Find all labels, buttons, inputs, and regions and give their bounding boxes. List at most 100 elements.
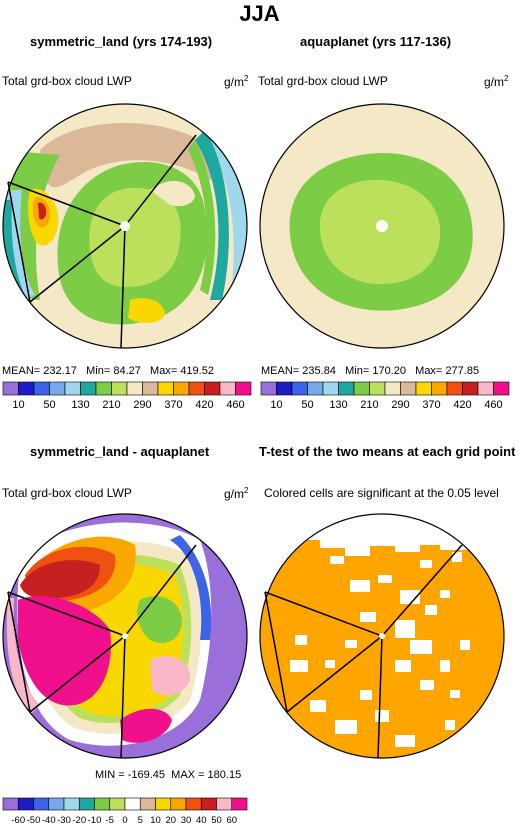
panel3-blue-edge (170, 535, 212, 640)
panel3-colorbar-tick: 30 (181, 815, 192, 825)
panel3-units: g/m2 (224, 486, 249, 501)
panel1-colorbar-box (126, 381, 143, 396)
panel3-colorbar-tick: 40 (196, 815, 207, 825)
panel2-title: aquaplanet (yrs 117-136) (300, 34, 452, 49)
panel2-colorbar-box (477, 381, 494, 396)
panel2-colorbar-tick: 370 (422, 399, 440, 411)
panel2-colorbar-box (291, 381, 308, 396)
panel2-colorbar-tick: 290 (391, 399, 409, 411)
panel1-colorbar-box (2, 381, 19, 396)
panel1-colorbar-tick: 130 (71, 399, 89, 411)
panel2-colorbar-tick: 130 (329, 399, 347, 411)
panel1-colorbar-box (49, 381, 66, 396)
panel1-colorbar-box (111, 381, 128, 396)
panel2-units: g/m2 (484, 74, 509, 89)
panel2-min-label: Min= (345, 365, 370, 377)
panel1-bottom-yellow (128, 298, 165, 323)
panel2-colorbar-box (369, 381, 386, 396)
panel3-colorbar-box (231, 797, 248, 811)
panel1-colorbar: 10 50 130 210 290 370 420 460 (2, 381, 252, 411)
panel3-colorbar-tick: -30 (57, 815, 71, 825)
panel3-colorbar: -60 -50 -40 -30 -20 -10 -5 0 5 10 20 30 40 50 60 (2, 797, 248, 825)
panel3-border (2, 513, 248, 759)
panel1-colorbar-box (173, 381, 190, 396)
panel2-colorbar-box (431, 381, 448, 396)
panel2-colorbar-box (322, 381, 339, 396)
panel3-title: symmetric_land - aquaplanet (30, 444, 210, 459)
panel2-colorbar-box (462, 381, 479, 396)
panel3-colorbar-box (200, 797, 217, 811)
panel2-colorbar-box (384, 381, 401, 396)
panel1-colorbar-box (64, 381, 81, 396)
panel1-min: 84.27 (113, 365, 141, 377)
panel3-colorbar-tick: 20 (165, 815, 176, 825)
panel2-colorbar-tick: 460 (484, 399, 502, 411)
panel2-max-label: Max= (415, 365, 443, 377)
panel3-magenta-region (18, 596, 111, 706)
panel3-pink-edge (6, 598, 40, 715)
panel1-colorbar-box (142, 381, 159, 396)
panel1-colorbar-tick: 420 (195, 399, 213, 411)
panel1-colorbar-box (18, 381, 35, 396)
panel2-colorbar-box (307, 381, 324, 396)
panel3-pole (122, 633, 128, 639)
panel2-lightgreen-core (319, 179, 441, 285)
panel3-colorbar-box (63, 797, 80, 811)
panel1-tan-band (40, 123, 216, 188)
panel2-mean-label: MEAN= (261, 365, 300, 377)
panel3-colorbar-box (94, 797, 111, 811)
panel3-green-right (137, 596, 182, 644)
panel2-colorbar-tick: 10 (270, 399, 282, 411)
panel1-colorbar-tick: 290 (133, 399, 151, 411)
panel3-colorbar-tick: 60 (226, 815, 237, 825)
panel1-colorbar-tick: 50 (43, 399, 55, 411)
panel3-colorbar-box (139, 797, 156, 811)
panel3-colorbar-box (185, 797, 202, 811)
panel4-bg (260, 514, 504, 758)
panel3-colorbar-tick: -20 (72, 815, 86, 825)
panel3-colorbar-box (216, 797, 233, 811)
panel2-colorbar-tick: 210 (360, 399, 378, 411)
panel2-mean: 235.84 (302, 365, 336, 377)
panel4-subtitle: Colored cells are significant at the 0.0… (264, 486, 499, 500)
panel3-max-label: MAX = (171, 769, 205, 781)
panel2-colorbar-box (260, 381, 277, 396)
panel2-colorbar-box (446, 381, 463, 396)
panel1-colorbar-box (157, 381, 174, 396)
panel2-colorbar-box (415, 381, 432, 396)
panel2-pole (376, 220, 388, 232)
panel1-pole (120, 221, 130, 231)
panel1-red-patch (38, 202, 47, 220)
panel2-colorbar-box (338, 381, 355, 396)
panel1-left-label: Total grd-box cloud LWP (2, 74, 132, 88)
panel2-colorbar-tick: 420 (453, 399, 471, 411)
panel1-colorbar-box (219, 381, 236, 396)
panel3-colorbar-tick: 0 (122, 815, 127, 825)
panel2-colorbar-tick: 50 (301, 399, 313, 411)
panel1-colorbar-box (33, 381, 50, 396)
panel3-bottom-yellow (150, 656, 191, 696)
panel3-colorbar-box (155, 797, 172, 811)
panel1-colorbar-tick: 210 (102, 399, 120, 411)
panel1-colorbar-box (204, 381, 221, 396)
panel1-right-green (188, 140, 216, 295)
panel2-border (259, 103, 505, 349)
panel1-mean-label: MEAN= (2, 365, 41, 377)
panel4-pole (379, 633, 385, 639)
panel1-colorbar-box (80, 381, 97, 396)
panel1-border (2, 103, 248, 349)
panel3-left-label: Total grd-box cloud LWP (2, 486, 132, 500)
panel3-colorbar-box (170, 797, 187, 811)
panel1-max: 419.52 (180, 365, 214, 377)
panel2-colorbar-box (276, 381, 293, 396)
panel3-max: 180.15 (207, 769, 242, 781)
panel4-map (260, 514, 504, 758)
panel3-min-label: MIN = (95, 769, 125, 781)
panel1-colorbar-box (188, 381, 205, 396)
panel1-right-teal (195, 130, 229, 300)
panel3-min: -169.45 (127, 769, 166, 781)
figure-title: JJA (239, 1, 280, 26)
panel3-colorbar-tick: 50 (211, 815, 222, 825)
panel2-colorbar-box (400, 381, 417, 396)
